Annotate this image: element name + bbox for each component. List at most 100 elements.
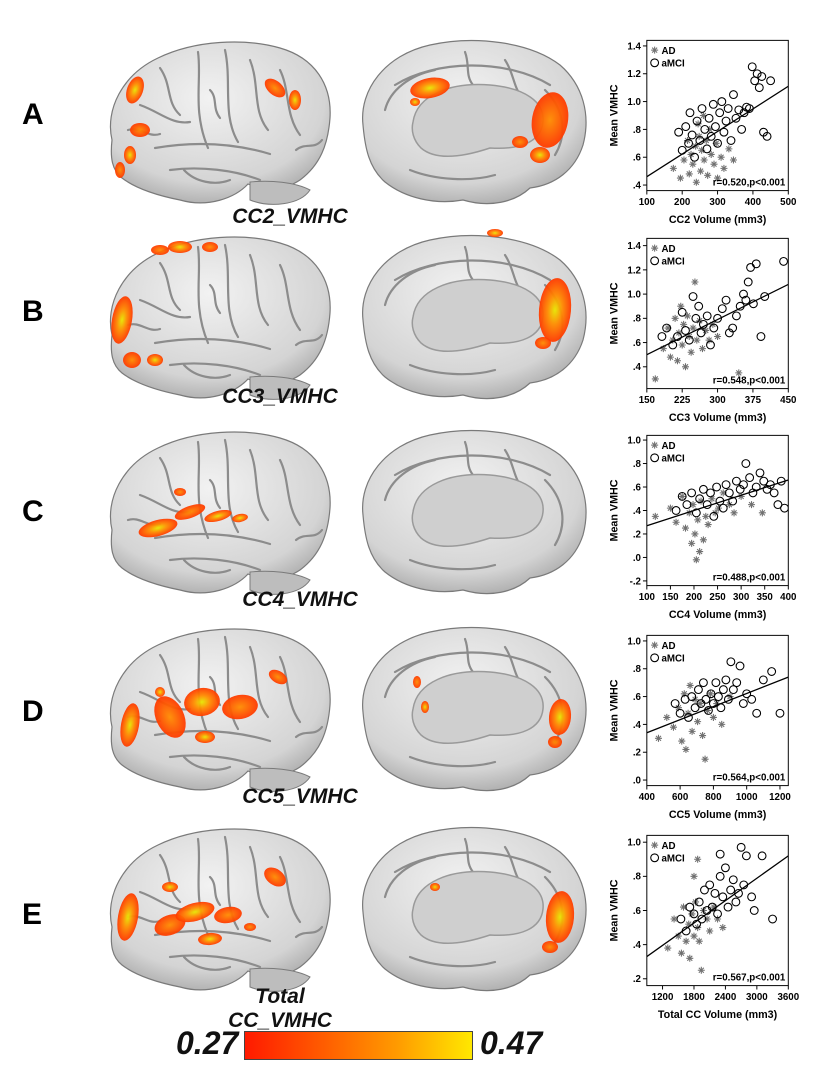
x-tick-label: 100 (639, 592, 656, 603)
x-tick-label: 500 (780, 197, 797, 208)
ad-point (681, 363, 690, 371)
ad-point (670, 915, 678, 923)
y-tick-label: 1.0 (627, 636, 641, 647)
legend-amci-marker (650, 453, 660, 463)
sulcus-line (383, 263, 437, 307)
amci-point (755, 468, 765, 478)
sulcus-line (158, 261, 182, 312)
amci-point (685, 108, 695, 118)
activation-blob (214, 906, 242, 924)
activation-blob (151, 245, 169, 255)
correlation-annotation: r=0.548,p<0.001 (713, 376, 786, 387)
amci-point (673, 332, 682, 341)
lateral-brain-view (109, 628, 331, 792)
ad-point (714, 332, 722, 341)
medial-wall (411, 670, 544, 744)
ad-point (651, 375, 659, 383)
amci-point (674, 127, 684, 137)
y-axis-label: Mean VMHC (609, 879, 621, 941)
ad-point (693, 336, 701, 344)
activation-blob (175, 901, 215, 923)
amci-point (700, 124, 710, 134)
legend-amci-label: aMCI (661, 59, 685, 70)
sulcus-line (223, 438, 240, 534)
amci-point (685, 902, 695, 912)
amci-point (689, 909, 699, 919)
amci-point (717, 304, 727, 314)
amci-point (757, 72, 767, 81)
amci-point (780, 503, 789, 513)
sulcus-line (138, 298, 192, 319)
ad-point (687, 348, 695, 356)
ad-point (697, 966, 705, 974)
amci-point (726, 885, 736, 895)
x-axis-label: CC3 Volume (mm3) (669, 412, 767, 424)
sulcus-line (463, 637, 475, 674)
sulcus-line (248, 253, 270, 327)
sulcus-line (182, 955, 232, 971)
amci-point (739, 289, 748, 299)
activation-blob (195, 731, 215, 743)
y-tick-label: 1.0 (627, 838, 641, 849)
ad-point (714, 174, 722, 182)
sulcus-line (168, 954, 262, 969)
sulcus-line (168, 362, 262, 377)
x-axis-label: Total CC Volume (mm3) (658, 1009, 778, 1021)
sulcus-line (168, 167, 262, 182)
x-tick-label: 375 (745, 395, 762, 406)
y-tick-label: 1.4 (627, 41, 641, 52)
ad-point (735, 369, 743, 377)
activation-blob (421, 701, 429, 713)
ad-point (706, 690, 714, 698)
ad-point (712, 139, 720, 147)
x-tick-label: 2400 (715, 992, 737, 1003)
cortex-surface (109, 628, 331, 791)
sulcus-line (278, 855, 302, 924)
activation-blob (264, 78, 286, 98)
sulcus-line (153, 338, 272, 351)
sulcus-line (278, 68, 302, 137)
activation-blob (264, 867, 286, 887)
amci-point (690, 703, 700, 713)
activation-blob (222, 694, 258, 720)
legend-amci-label: aMCI (661, 454, 685, 465)
amci-point (756, 332, 766, 341)
activation-blob (117, 893, 139, 941)
ad-point (651, 641, 659, 649)
medial-brain-view (362, 229, 587, 400)
sulcus-line (208, 283, 222, 315)
sulcus-line (182, 558, 232, 574)
amci-point (728, 496, 738, 506)
amci-point (702, 144, 712, 154)
sulcus-line (208, 88, 222, 120)
sulcus-line (223, 635, 240, 731)
ad-point (706, 927, 714, 935)
y-tick-label: .8 (633, 459, 642, 470)
scatter-plot: .4 .6 .8 1.0 1.2 1.4 150 225 300 375 450 Mean VMHC C… (609, 237, 797, 424)
amci-point (700, 885, 709, 895)
activation-blob (548, 736, 562, 748)
ad-point (651, 46, 659, 54)
x-axis-label: CC5 Volume (mm3) (669, 809, 767, 821)
sulcus-line (408, 168, 497, 181)
amci-point (701, 694, 711, 704)
amci-point (696, 328, 706, 338)
amci-point (752, 69, 762, 79)
sulcus-line (248, 845, 270, 919)
amci-point (751, 259, 761, 269)
ad-point (680, 156, 688, 164)
amci-point (745, 473, 755, 483)
sulcus-line (196, 50, 210, 150)
ad-point (677, 949, 685, 957)
medial-wall (411, 278, 544, 352)
sulcus-line (294, 528, 324, 542)
brain-map-label: CC5_VMHC (242, 785, 358, 808)
sulcus-line (393, 64, 552, 87)
sulcus-line (196, 637, 210, 737)
ad-point (714, 504, 723, 512)
activation-blob (545, 891, 575, 943)
amci-point (736, 842, 746, 852)
amci-point (767, 667, 777, 676)
amci-point (732, 678, 742, 688)
amci-point (721, 675, 731, 685)
